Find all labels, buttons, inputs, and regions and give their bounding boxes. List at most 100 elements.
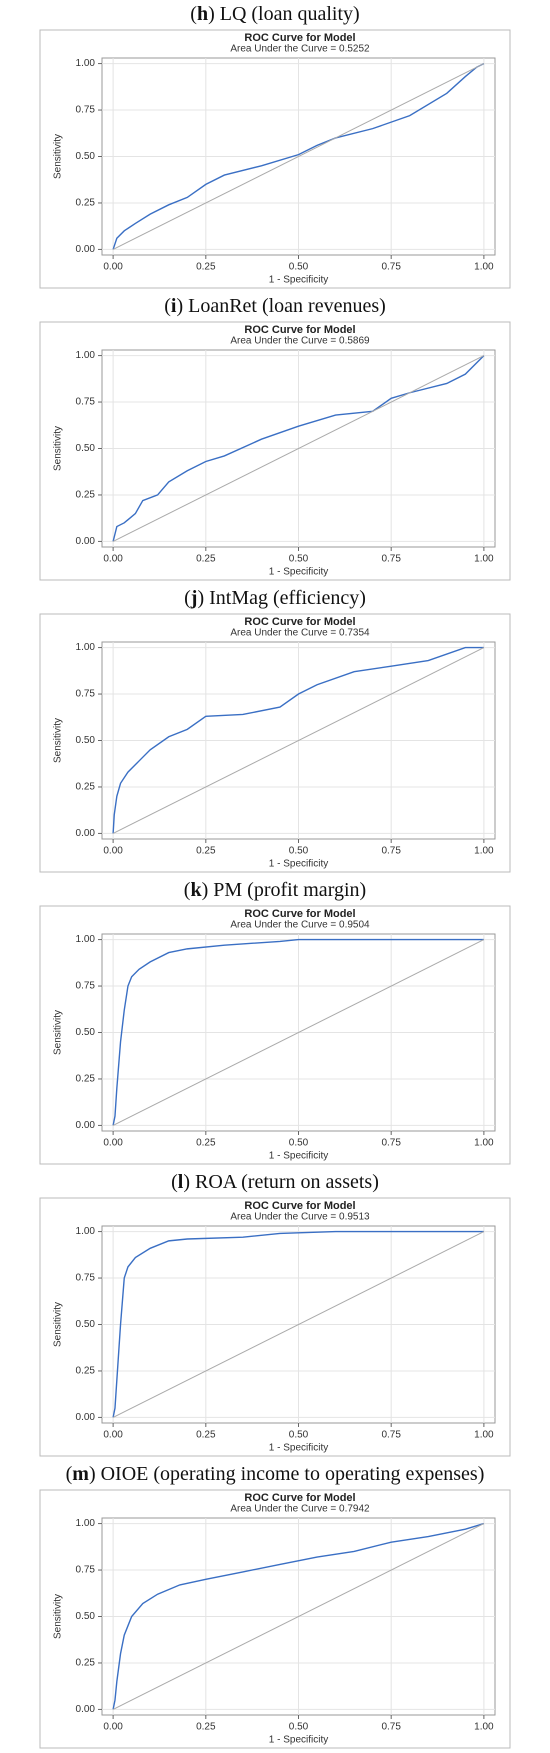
y-tick-label: 1.00 xyxy=(76,58,96,69)
y-tick-label: 0.00 xyxy=(76,1120,96,1131)
x-tick-label: 0.75 xyxy=(381,262,401,273)
caption-part: ( xyxy=(164,295,171,317)
x-tick-label: 0.25 xyxy=(196,1138,216,1149)
x-tick-label: 0.50 xyxy=(289,1430,309,1441)
x-tick-label: 0.50 xyxy=(289,846,309,857)
chart-panel: (k) PM (profit margin) ROC Curve for Mode… xyxy=(39,879,511,1165)
caption-part: h xyxy=(197,3,208,25)
x-tick-label: 0.00 xyxy=(103,1138,123,1149)
panel-caption: (k) PM (profit margin) xyxy=(184,879,366,901)
y-axis-label: Sensitivity xyxy=(53,1010,64,1055)
y-tick-label: 0.50 xyxy=(76,1611,96,1622)
reference-line xyxy=(112,355,485,542)
caption-part: i xyxy=(171,295,177,317)
panel-caption: (h) LQ (loan quality) xyxy=(190,3,359,25)
chart-title: ROC Curve for Model xyxy=(244,616,355,628)
reference-line xyxy=(112,1231,485,1418)
caption-part: ) LoanRet (loan revenues) xyxy=(176,295,385,317)
reference-line xyxy=(112,647,485,834)
y-axis-label: Sensitivity xyxy=(53,1594,64,1639)
chart-title: ROC Curve for Model xyxy=(244,324,355,336)
y-tick-label: 1.00 xyxy=(76,642,96,653)
y-tick-label: 0.50 xyxy=(76,735,96,746)
x-tick-label: 0.50 xyxy=(289,262,309,273)
y-tick-label: 0.00 xyxy=(76,1412,96,1423)
x-tick-label: 0.75 xyxy=(381,846,401,857)
chart-panel: (i) LoanRet (loan revenues) ROC Curve for… xyxy=(39,295,511,581)
x-tick-label: 0.50 xyxy=(289,554,309,565)
roc-curve xyxy=(112,1522,485,1710)
x-tick-label: 0.00 xyxy=(103,846,123,857)
x-axis-label: 1 - Specificity xyxy=(269,1443,328,1454)
panel-caption: (m) OIOE (operating income to operating … xyxy=(66,1463,485,1485)
x-tick-label: 0.00 xyxy=(103,262,123,273)
roc-curve xyxy=(112,62,485,250)
caption-part: ) PM (profit margin) xyxy=(202,879,367,901)
y-axis-label: Sensitivity xyxy=(53,134,64,179)
caption-part: ( xyxy=(190,3,197,25)
x-tick-label: 0.00 xyxy=(103,554,123,565)
x-tick-label: 0.25 xyxy=(196,554,216,565)
reference-line xyxy=(112,63,485,250)
x-tick-label: 0.25 xyxy=(196,846,216,857)
chart-title: ROC Curve for Model xyxy=(244,1492,355,1504)
x-tick-label: 0.75 xyxy=(381,1138,401,1149)
panel-caption: (i) LoanRet (loan revenues) xyxy=(164,295,386,317)
chart-panel: (j) IntMag (efficiency) ROC Curve for Mod… xyxy=(39,587,511,873)
y-tick-label: 0.50 xyxy=(76,443,96,454)
panel-caption: (l) ROA (return on assets) xyxy=(171,1171,379,1193)
x-tick-label: 0.25 xyxy=(196,262,216,273)
y-tick-label: 0.25 xyxy=(76,1366,96,1377)
caption-part: ) LQ (loan quality) xyxy=(208,3,360,25)
x-tick-label: 0.25 xyxy=(196,1722,216,1733)
y-tick-label: 1.00 xyxy=(76,1518,96,1529)
caption-part: ) OIOE (operating income to operating ex… xyxy=(89,1463,484,1485)
panel-caption: (j) IntMag (efficiency) xyxy=(184,587,366,609)
x-tick-label: 1.00 xyxy=(474,1430,494,1441)
caption-part: ( xyxy=(171,1171,178,1193)
chart-subtitle: Area Under the Curve = 0.7942 xyxy=(230,1504,370,1515)
reference-line xyxy=(112,939,485,1126)
x-tick-label: 0.25 xyxy=(196,1430,216,1441)
y-tick-label: 0.75 xyxy=(76,689,96,700)
y-tick-label: 0.00 xyxy=(76,536,96,547)
y-tick-label: 0.25 xyxy=(76,1074,96,1085)
y-tick-label: 0.25 xyxy=(76,490,96,501)
y-tick-label: 0.50 xyxy=(76,1027,96,1038)
y-tick-label: 1.00 xyxy=(76,934,96,945)
y-tick-label: 0.25 xyxy=(76,782,96,793)
x-tick-label: 1.00 xyxy=(474,1722,494,1733)
chart-panel: (m) OIOE (operating income to operating … xyxy=(39,1463,511,1749)
chart-panel: (h) LQ (loan quality) ROC Curve for Model… xyxy=(39,3,511,289)
reference-line xyxy=(112,1523,485,1710)
y-axis-label: Sensitivity xyxy=(53,718,64,763)
y-tick-label: 0.75 xyxy=(76,397,96,408)
caption-part: ) ROA (return on assets) xyxy=(183,1171,379,1193)
y-tick-label: 0.75 xyxy=(76,981,96,992)
roc-curve xyxy=(112,646,484,834)
caption-part: k xyxy=(190,879,202,901)
chart-subtitle: Area Under the Curve = 0.9504 xyxy=(230,920,370,931)
roc-curve xyxy=(112,1230,484,1418)
chart-subtitle: Area Under the Curve = 0.5252 xyxy=(230,44,370,55)
x-tick-label: 0.00 xyxy=(103,1722,123,1733)
x-axis-label: 1 - Specificity xyxy=(269,859,328,870)
caption-part: ) IntMag (efficiency) xyxy=(197,587,365,609)
chart-panel: (l) ROA (return on assets) ROC Curve for … xyxy=(39,1171,511,1457)
y-axis-label: Sensitivity xyxy=(53,426,64,471)
x-axis-label: 1 - Specificity xyxy=(269,1735,328,1746)
y-tick-label: 0.00 xyxy=(76,244,96,255)
y-axis-label: Sensitivity xyxy=(53,1302,64,1347)
y-tick-label: 0.50 xyxy=(76,1319,96,1330)
x-tick-label: 1.00 xyxy=(474,1138,494,1149)
x-tick-label: 0.75 xyxy=(381,1430,401,1441)
x-tick-label: 0.50 xyxy=(289,1722,309,1733)
caption-part: l xyxy=(178,1171,184,1193)
x-tick-label: 1.00 xyxy=(474,846,494,857)
x-tick-label: 1.00 xyxy=(474,554,494,565)
x-tick-label: 0.00 xyxy=(103,1430,123,1441)
chart-title: ROC Curve for Model xyxy=(244,32,355,44)
x-tick-label: 1.00 xyxy=(474,262,494,273)
chart-subtitle: Area Under the Curve = 0.5869 xyxy=(230,336,370,347)
